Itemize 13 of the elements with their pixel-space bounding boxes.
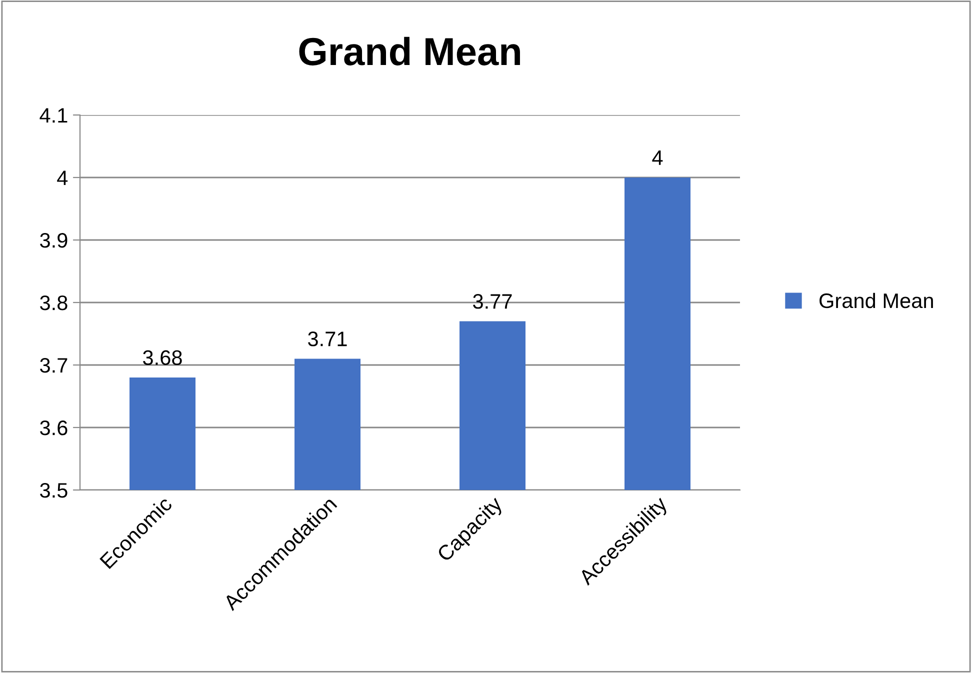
data-label: 4 bbox=[652, 150, 663, 165]
data-label: 3.68 bbox=[143, 350, 182, 366]
y-tick-label: 3.7 bbox=[40, 358, 68, 373]
y-tick-label: 3.9 bbox=[40, 233, 68, 248]
legend-label: Grand Mean bbox=[820, 292, 933, 308]
y-tick-label: 3.6 bbox=[40, 420, 68, 436]
chart-title: Grand Mean bbox=[299, 36, 520, 66]
y-tick-label: 4 bbox=[57, 170, 68, 186]
data-label: 3.77 bbox=[473, 294, 512, 309]
y-tick-label: 3.5 bbox=[40, 483, 68, 498]
data-label: 3.71 bbox=[308, 332, 347, 346]
y-tick-label: 3.8 bbox=[40, 296, 68, 310]
y-tick-label: 4.1 bbox=[40, 108, 68, 123]
